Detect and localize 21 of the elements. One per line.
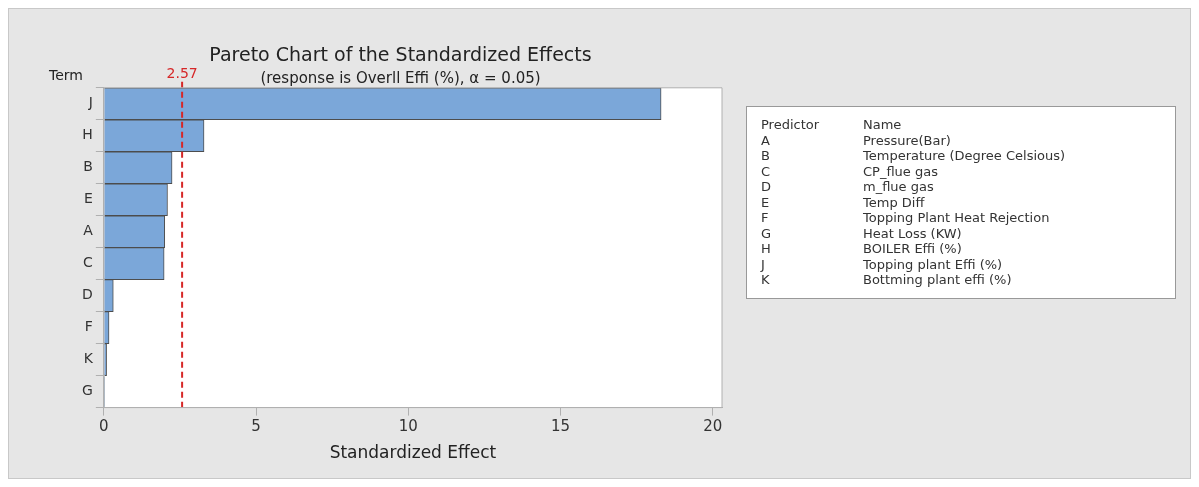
predictor-table: Predictor Name A Pressure(Bar) B Temperature (Degree Celsious) C CP_flue gas D m_flue gas E Temp Diff F Topping Plant Heat Rejection G Heat Loss (KW) H BOILER Effi (%) J Topping plant Effi (%) K Bottming plant effi (%) [746,106,1176,299]
x-tick-label: 0 [99,417,109,436]
y-tick-label: K [83,350,94,367]
ref-line-label: 2.57 [166,65,198,82]
y-tick-label: H [82,126,93,143]
y-tick-label: J [87,94,93,111]
y-tick-label: B [83,158,93,175]
y-tick-label: F [84,318,93,335]
y-axis-title: Term [48,67,83,84]
y-tick-label: G [81,382,93,399]
x-axis-title: Standardized Effect [329,442,497,463]
y-tick-label: D [82,286,93,303]
x-tick-label: 20 [703,417,723,436]
y-tick-label: A [83,222,94,239]
chart-subtitle: (response is Overll Effi (%), α = 0.05) [260,68,541,87]
y-tick-label: C [83,254,94,271]
x-tick-label: 10 [398,417,418,436]
chart-title: Pareto Chart of the Standardized Effects [209,43,592,66]
y-tick-label: E [83,190,93,207]
x-tick-label: 5 [251,417,261,436]
x-tick-label: 15 [551,417,571,436]
